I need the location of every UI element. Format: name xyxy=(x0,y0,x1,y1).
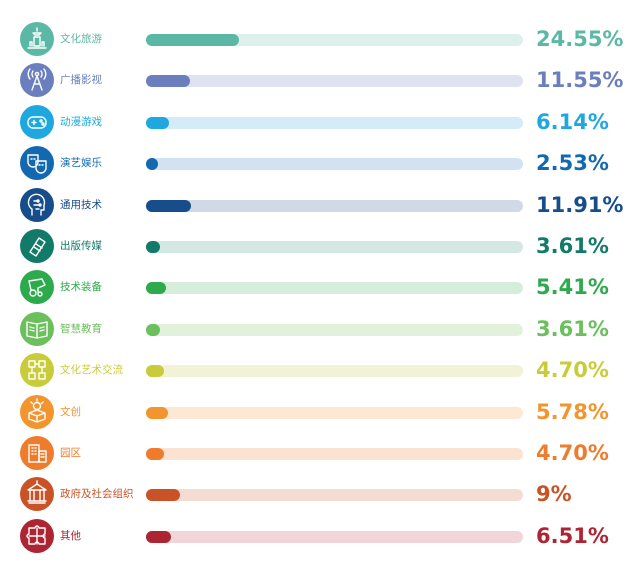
bar-fill xyxy=(146,34,239,46)
pagoda-icon xyxy=(20,22,54,56)
bar-fill xyxy=(146,489,180,502)
bar-row: 其他 6.51% xyxy=(0,518,629,556)
category-label: 文化旅游 xyxy=(60,33,102,45)
bar-row: 出版传媒 3.61% xyxy=(0,228,629,266)
buildings-icon xyxy=(20,436,54,470)
bar-fill xyxy=(146,199,191,212)
puzzle-icon xyxy=(20,518,54,553)
bar-fill xyxy=(146,530,171,543)
value-label: 4.70% xyxy=(536,441,609,465)
category-label: 文创 xyxy=(60,405,81,418)
value-label: 11.91% xyxy=(536,192,624,217)
bar-row: 园区 4.70% xyxy=(0,435,629,473)
category-label: 智慧教育 xyxy=(60,322,102,335)
value-label: 6.51% xyxy=(536,523,609,548)
bar-track xyxy=(146,448,523,460)
exchange-nodes-icon xyxy=(20,353,54,388)
gamepad-icon xyxy=(20,104,54,139)
category-label: 演艺娱乐 xyxy=(60,157,102,170)
value-label: 2.53% xyxy=(536,151,609,176)
machinery-icon xyxy=(20,270,54,305)
government-building-icon xyxy=(20,477,54,512)
bar-fill xyxy=(146,241,160,253)
bar-row: 动漫游戏 6.14% xyxy=(0,104,629,142)
category-label: 广播影视 xyxy=(60,74,102,87)
bar-row: 广播影视 11.55% xyxy=(0,62,629,100)
bar-row: 通用技术 11.91% xyxy=(0,187,629,225)
bar-track xyxy=(146,158,523,171)
bar-track xyxy=(146,365,523,378)
bar-row: 技术装备 5.41% xyxy=(0,269,629,307)
bar-track xyxy=(146,34,523,46)
bar-fill xyxy=(146,406,168,419)
bar-row: 文化艺术交流 4.70% xyxy=(0,352,629,390)
value-label: 4.70% xyxy=(536,358,609,383)
category-label: 通用技术 xyxy=(60,198,102,211)
value-label: 5.41% xyxy=(536,275,609,300)
theater-masks-icon xyxy=(20,146,54,181)
value-label: 9% xyxy=(536,482,572,507)
bar-track xyxy=(146,323,523,336)
bar-row: 政府及社会组织 9% xyxy=(0,476,629,514)
broadcast-tower-icon xyxy=(20,63,54,98)
bar-fill xyxy=(146,323,160,336)
book-icon xyxy=(20,229,54,263)
bar-track xyxy=(146,489,523,502)
bar-row: 演艺娱乐 2.53% xyxy=(0,145,629,183)
bar-track xyxy=(146,241,523,253)
open-book-icon xyxy=(20,311,54,346)
bar-track xyxy=(146,406,523,419)
bar-fill xyxy=(146,365,164,378)
category-label: 文化艺术交流 xyxy=(60,364,123,377)
category-label: 动漫游戏 xyxy=(60,115,102,128)
circuit-head-icon xyxy=(20,187,54,222)
bar-fill xyxy=(146,75,190,88)
bar-fill xyxy=(146,448,164,460)
bar-fill xyxy=(146,158,158,171)
bar-row: 文创 5.78% xyxy=(0,394,629,432)
category-label: 其他 xyxy=(60,529,81,542)
bar-track xyxy=(146,530,523,543)
bar-fill xyxy=(146,116,170,129)
bar-track xyxy=(146,199,523,212)
value-label: 5.78% xyxy=(536,399,609,424)
value-label: 11.55% xyxy=(536,68,624,93)
category-label: 出版传媒 xyxy=(60,240,102,252)
idea-box-icon xyxy=(20,394,54,429)
bar-fill xyxy=(146,282,167,295)
category-label: 园区 xyxy=(60,447,81,459)
value-label: 24.55% xyxy=(536,27,624,51)
bar-track xyxy=(146,116,523,129)
bar-track xyxy=(146,282,523,295)
category-label: 政府及社会组织 xyxy=(60,488,134,501)
category-label: 技术装备 xyxy=(60,281,102,294)
value-label: 3.61% xyxy=(536,316,609,341)
value-label: 3.61% xyxy=(536,234,609,258)
bar-track xyxy=(146,75,523,88)
bar-row: 智慧教育 3.61% xyxy=(0,311,629,349)
bar-row: 文化旅游 24.55% xyxy=(0,21,629,59)
value-label: 6.14% xyxy=(536,109,609,134)
